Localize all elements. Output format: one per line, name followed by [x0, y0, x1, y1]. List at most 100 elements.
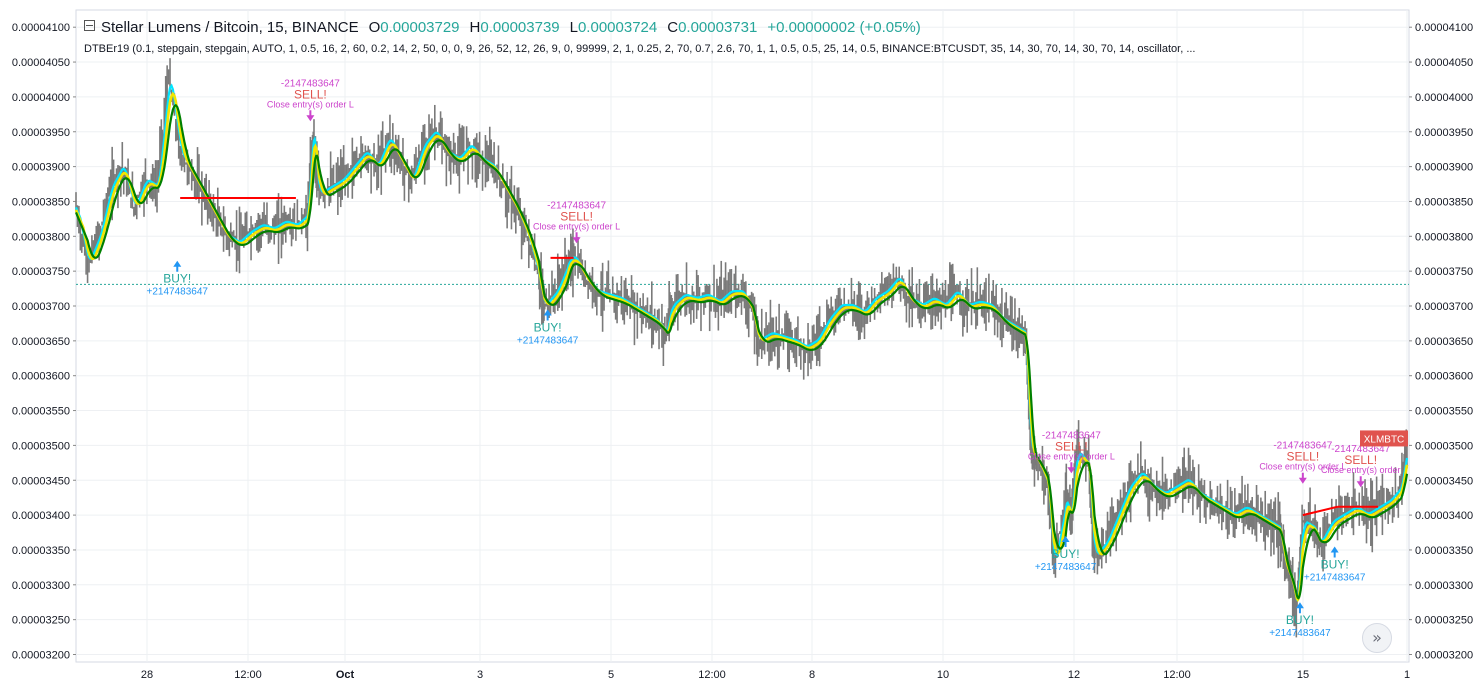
buy-arrow-icon [1295, 602, 1304, 614]
open-value: 0.00003729 [380, 19, 460, 36]
sell-qty: -2147483647 [547, 200, 606, 211]
buy-qty: +2147483647 [1269, 628, 1331, 639]
sell-qty: -2147483647 [1273, 441, 1332, 452]
buy-qty: +2147483647 [1035, 562, 1097, 573]
symbol-title: Stellar Lumens / Bitcoin, 15, BINANCE [101, 19, 359, 36]
sell-note: Close entry(s) order L [1028, 451, 1115, 461]
sell-note: Close entry(s) order [1321, 465, 1401, 475]
y-tick-label-right: 0.00003750 [1415, 266, 1473, 278]
high-label: H [469, 19, 481, 36]
sell-arrow-icon [1298, 472, 1307, 484]
y-tick-label-right: 0.00003800 [1415, 231, 1473, 243]
buy-label: BUY! [534, 320, 562, 334]
y-tick-label-left: 0.00003250 [12, 615, 70, 627]
y-tick-label-right: 0.00003250 [1415, 615, 1473, 627]
high-value: 0.00003739 [480, 19, 560, 36]
x-tick-label: 12:00 [234, 669, 262, 681]
y-tick-label-right: 0.00004000 [1415, 92, 1473, 104]
sell-arrow-icon [1356, 476, 1365, 488]
buy-label: BUY! [1286, 613, 1314, 627]
y-tick-label-right: 0.00004050 [1415, 57, 1473, 69]
collapse-toggle-icon[interactable] [84, 20, 95, 31]
y-tick-label-left: 0.00003550 [12, 406, 70, 418]
y-tick-label-right: 0.00003650 [1415, 336, 1473, 348]
ma-slow-line [74, 103, 1409, 600]
y-tick-label-right: 0.00004100 [1415, 22, 1473, 34]
y-tick-label-left: 0.00003400 [12, 510, 70, 522]
x-tick-label: 15 [1297, 669, 1309, 681]
y-tick-label-left: 0.00003800 [12, 231, 70, 243]
y-tick-label-left: 0.00004100 [12, 22, 70, 34]
x-tick-label: 3 [477, 669, 483, 681]
y-tick-label-right: 0.00003450 [1415, 475, 1473, 487]
y-tick-label-left: 0.00004050 [12, 57, 70, 69]
y-tick-label-right: 0.00003350 [1415, 545, 1473, 557]
sell-note: Close entry(s) order L [1259, 462, 1346, 472]
buy-arrow-icon [543, 309, 552, 321]
y-tick-label-right: 0.00003500 [1415, 440, 1473, 452]
symbol-badge-label: XLMBTC [1364, 434, 1405, 445]
y-tick-label-left: 0.00003650 [12, 336, 70, 348]
y-tick-label-left: 0.00003500 [12, 440, 70, 452]
y-tick-label-left: 0.00003200 [12, 650, 70, 662]
y-tick-label-left: 0.00003700 [12, 301, 70, 313]
y-tick-label-right: 0.00003200 [1415, 650, 1473, 662]
y-tick-label-right: 0.00003900 [1415, 162, 1473, 174]
y-tick-label-left: 0.00003900 [12, 162, 70, 174]
indicator-legend[interactable]: DTBEr19 (0.1, stepgain, stepgain, AUTO, … [84, 43, 1196, 55]
y-tick-label-left: 0.00003450 [12, 475, 70, 487]
y-tick-label-right: 0.00003950 [1415, 127, 1473, 139]
y-tick-label-right: 0.00003600 [1415, 371, 1473, 383]
plot-frame [75, 9, 1410, 663]
y-tick-label-left: 0.00003850 [12, 196, 70, 208]
sell-note: Close entry(s) order L [533, 221, 620, 231]
y-tick-label-right: 0.00003850 [1415, 196, 1473, 208]
x-tick-label: 8 [809, 669, 815, 681]
y-tick-label-right: 0.00003300 [1415, 580, 1473, 592]
x-tick-label: 1 [1404, 669, 1410, 681]
y-tick-label-left: 0.00003950 [12, 127, 70, 139]
buy-qty: +2147483647 [517, 335, 579, 346]
low-label: L [569, 19, 578, 36]
double-chevron-right-icon: » [1372, 628, 1382, 647]
symbol-badge [1360, 430, 1408, 447]
sell-qty: -2147483647 [1042, 430, 1101, 441]
buy-arrow-icon [1061, 536, 1070, 548]
close-label: C [667, 19, 679, 36]
low-value: 0.00003724 [577, 19, 658, 36]
x-tick-label: 10 [937, 669, 949, 681]
buy-qty: +2147483647 [1304, 572, 1366, 583]
y-tick-label-left: 0.00003350 [12, 545, 70, 557]
sell-arrow-icon [306, 110, 315, 122]
y-tick-label-left: 0.00003600 [12, 371, 70, 383]
y-tick-label-right: 0.00003550 [1415, 406, 1473, 418]
y-tick-label-left: 0.00003750 [12, 266, 70, 278]
close-value: 0.00003731 [678, 19, 758, 36]
sell-label: SELL! [1286, 450, 1319, 464]
y-tick-label-right: 0.00003700 [1415, 301, 1473, 313]
buy-label: BUY! [1321, 557, 1349, 571]
sell-label: SELL! [560, 209, 593, 223]
y-tick-label-right: 0.00003400 [1415, 510, 1473, 522]
sell-qty: -2147483647 [1331, 444, 1390, 455]
change-value: +0.00000002 (+0.05%) [767, 19, 921, 36]
y-tick-label-left: 0.00004000 [12, 92, 70, 104]
x-tick-label: 5 [608, 669, 614, 681]
sell-arrow-icon [572, 232, 581, 244]
x-tick-label: 12:00 [1163, 669, 1191, 681]
x-tick-label: 28 [141, 669, 153, 681]
y-tick-label-left: 0.00003300 [12, 580, 70, 592]
symbol-header: Stellar Lumens / Bitcoin, 15, BINANCE O0.… [84, 19, 921, 36]
open-label: O [368, 19, 381, 36]
x-tick-label: 12:00 [698, 669, 726, 681]
scroll-to-realtime-button[interactable]: » [1362, 623, 1392, 653]
sell-note: Close entry(s) order L [267, 99, 354, 109]
buy-arrow-icon [1330, 546, 1339, 558]
sell-arrow-icon [1067, 462, 1076, 474]
sell-label: SELL! [1344, 453, 1377, 467]
sell-label: SELL! [1055, 439, 1088, 453]
buy-qty: +2147483647 [147, 287, 209, 298]
buy-arrow-icon [173, 260, 182, 272]
